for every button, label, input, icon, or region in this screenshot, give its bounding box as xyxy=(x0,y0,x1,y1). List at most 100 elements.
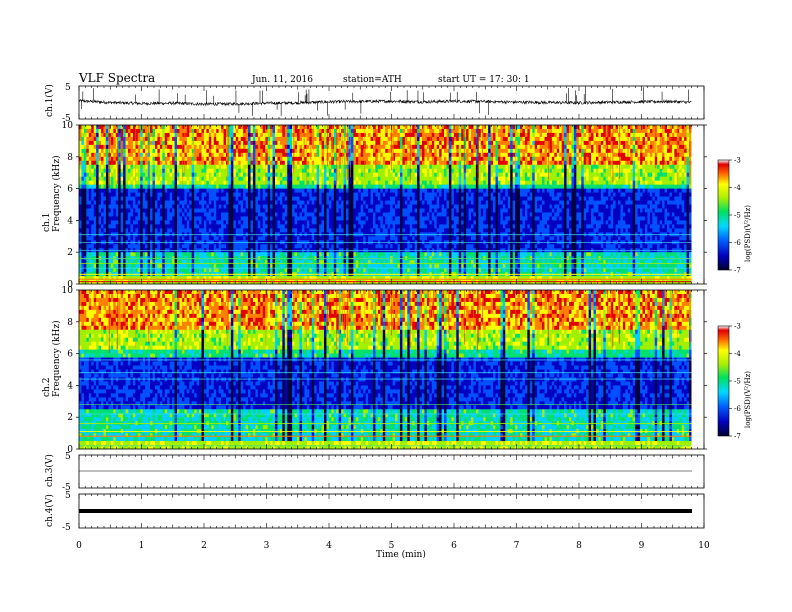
spectrogram-cell xyxy=(135,168,139,174)
spectrogram-cell xyxy=(353,228,357,233)
spectrogram-cell xyxy=(275,236,278,241)
spectrogram-cell xyxy=(228,136,232,142)
ch1-ytick-bottom: -5 xyxy=(62,114,71,124)
spectrogram-cell xyxy=(284,192,288,197)
spectrogram-cell xyxy=(223,152,227,158)
spectrogram-cell xyxy=(96,144,99,150)
spectrogram-cell xyxy=(103,276,107,281)
spectrogram-cell xyxy=(252,276,256,281)
spectrogram-cell xyxy=(319,244,322,249)
spectrogram-cell xyxy=(140,200,144,205)
spectrogram-cell xyxy=(154,156,158,162)
spectrogram-cell xyxy=(250,196,254,201)
spectrogram-cell xyxy=(370,148,374,154)
spectrogram-cell xyxy=(277,125,281,130)
spectrogram-cell xyxy=(79,188,82,193)
spectrogram-cell xyxy=(287,128,291,134)
spectrogram-cell xyxy=(243,148,246,154)
spectrogram-cell xyxy=(125,228,129,233)
spectrogram-cell xyxy=(360,204,364,209)
spectrogram-cell xyxy=(368,132,371,138)
spectrogram-cell xyxy=(260,128,264,134)
spectrogram-cell xyxy=(96,184,99,190)
spectrogram-cell xyxy=(373,200,376,205)
spectrogram-cell xyxy=(272,276,276,281)
spectrogram-cell xyxy=(167,156,171,162)
spectrogram-cell xyxy=(184,164,188,170)
spectrogram-cell xyxy=(164,176,168,182)
spectrogram-cell xyxy=(365,184,369,190)
spectrogram-cell xyxy=(314,164,318,170)
spectrogram-cell xyxy=(196,244,200,249)
spectrogram-cell xyxy=(248,204,251,209)
spectrogram-cell xyxy=(216,228,220,233)
spectrogram-cell xyxy=(81,268,85,273)
spectrogram-cell xyxy=(194,172,197,178)
spectrogram-cell xyxy=(140,140,144,146)
spectrogram-cell xyxy=(240,176,244,182)
spectrogram-cell xyxy=(363,260,367,265)
spectrogram-cell xyxy=(294,176,298,182)
spectrogram-cell xyxy=(101,136,104,142)
spectrogram-cell xyxy=(169,180,173,186)
spectrogram-cell xyxy=(260,125,264,130)
spectrogram-cell xyxy=(368,168,371,174)
spectrogram-cell xyxy=(316,216,320,221)
spectrogram-cell xyxy=(81,132,85,138)
spectrogram-cell xyxy=(167,180,171,186)
spectrogram-cell xyxy=(108,160,112,166)
spectrogram-cell xyxy=(81,160,85,166)
spectrogram-cell xyxy=(98,140,102,146)
spectrogram-cell xyxy=(328,144,332,150)
spectrogram-cell xyxy=(223,168,227,174)
spectrogram-cell xyxy=(284,236,288,241)
spectrogram-cell xyxy=(223,208,227,213)
spectrogram-cell xyxy=(250,228,254,233)
spectrogram-cell xyxy=(262,244,266,249)
spectrogram-cell xyxy=(333,140,337,146)
spectrogram-cell xyxy=(186,144,190,150)
spectrogram-cell xyxy=(152,184,156,190)
spectrogram-cell xyxy=(150,192,153,197)
spectrogram-cell xyxy=(167,168,171,174)
spectrogram-cell xyxy=(115,188,119,193)
spectrogram-cell xyxy=(255,224,259,229)
spectrogram-cell xyxy=(216,128,220,134)
spectrogram-cell xyxy=(83,132,87,138)
spectrogram-cell xyxy=(257,164,261,170)
spectrogram-cell xyxy=(186,172,190,178)
spectrogram-cell xyxy=(233,152,237,158)
spectrogram-cell xyxy=(248,268,251,273)
spectrogram-cell xyxy=(333,216,337,221)
spectrogram-cell xyxy=(179,224,183,229)
spectrogram-cell xyxy=(196,268,200,273)
spectrogram-cell xyxy=(199,228,202,233)
spectrogram-cell xyxy=(289,200,293,205)
spectrogram-cell xyxy=(98,144,102,150)
spectrogram-cell xyxy=(365,180,369,186)
spectrogram-cell xyxy=(157,260,161,265)
spectrogram-cell xyxy=(328,216,332,221)
spectrogram-cell xyxy=(103,216,107,221)
spectrogram-cell xyxy=(355,168,359,174)
spectrogram-cell xyxy=(365,188,369,193)
spectrogram-cell xyxy=(314,216,318,221)
spectrogram-cell xyxy=(184,168,188,174)
spectrogram-cell xyxy=(358,184,362,190)
spectrogram-cell xyxy=(164,224,168,229)
spectrogram-cell xyxy=(324,140,327,146)
spectrogram-cell xyxy=(157,176,161,182)
spectrogram-cell xyxy=(267,125,271,130)
spectrogram-cell xyxy=(350,204,354,209)
spectrogram-cell xyxy=(306,204,310,209)
spectrogram-cell xyxy=(358,148,362,154)
spectrogram-cell xyxy=(301,172,305,178)
spectrogram-cell xyxy=(348,244,352,249)
spectrogram-cell xyxy=(314,192,318,197)
spectrogram-cell xyxy=(88,260,92,265)
spectrogram-cell xyxy=(221,148,224,154)
spectrogram-cell xyxy=(105,144,109,150)
spectrogram-cell xyxy=(373,244,376,249)
spectrogram-cell xyxy=(279,188,283,193)
spectrogram-cell xyxy=(164,204,168,209)
